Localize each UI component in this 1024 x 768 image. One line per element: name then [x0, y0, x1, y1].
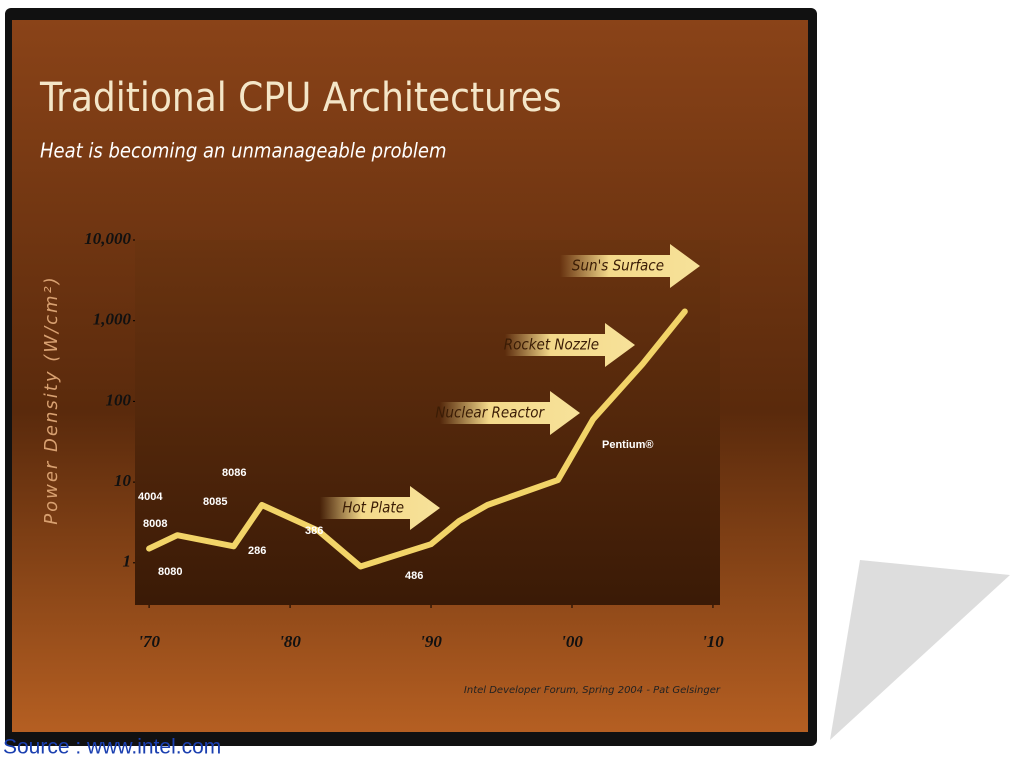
- arrow-label: Sun's Surface: [572, 257, 664, 275]
- annotation: 8008: [143, 518, 167, 530]
- line: [146, 308, 688, 570]
- arrow: [505, 323, 635, 367]
- annotation: Pentium®: [602, 439, 654, 451]
- arrow-label: Hot Plate: [342, 499, 404, 517]
- x-tick-label: '90: [420, 632, 442, 651]
- x-tick-label: '70: [138, 632, 160, 651]
- y-tick-label: 1: [123, 552, 132, 571]
- y-tick-label: 100: [106, 390, 132, 409]
- annotation: 286: [248, 545, 266, 557]
- arrow: [440, 391, 580, 435]
- y-tick-label: 1,000: [93, 310, 132, 329]
- arrow: [320, 486, 440, 530]
- x-tick-label: '00: [561, 632, 583, 651]
- annotation: 4004: [138, 491, 163, 503]
- plot-area: [135, 240, 720, 605]
- arrow: [560, 244, 700, 288]
- shadow: [830, 560, 1010, 740]
- chart-subtitle: Heat is becoming an unmanageable problem: [40, 139, 447, 163]
- annotation: 386: [305, 525, 323, 537]
- chart-title: Traditional CPU Architectures: [39, 75, 562, 121]
- annotation: 8080: [158, 566, 182, 578]
- annotation: 8085: [203, 496, 227, 508]
- x-tick-label: '80: [279, 632, 301, 651]
- arrow-label: Nuclear Reactor: [435, 404, 545, 422]
- chart-source: Intel Developer Forum, Spring 2004 - Pat…: [464, 685, 721, 696]
- x-tick-label: '10: [702, 632, 724, 651]
- y-axis-label: Power Density (W/cm²): [41, 275, 62, 525]
- y-tick-label: 10: [114, 471, 132, 490]
- annotation: 8086: [222, 467, 246, 479]
- y-tick-label: 10,000: [84, 229, 131, 248]
- footer-source: Source : www.intel.com: [3, 736, 221, 759]
- annotation: 486: [405, 570, 423, 582]
- arrow-label: Rocket Nozzle: [504, 336, 599, 354]
